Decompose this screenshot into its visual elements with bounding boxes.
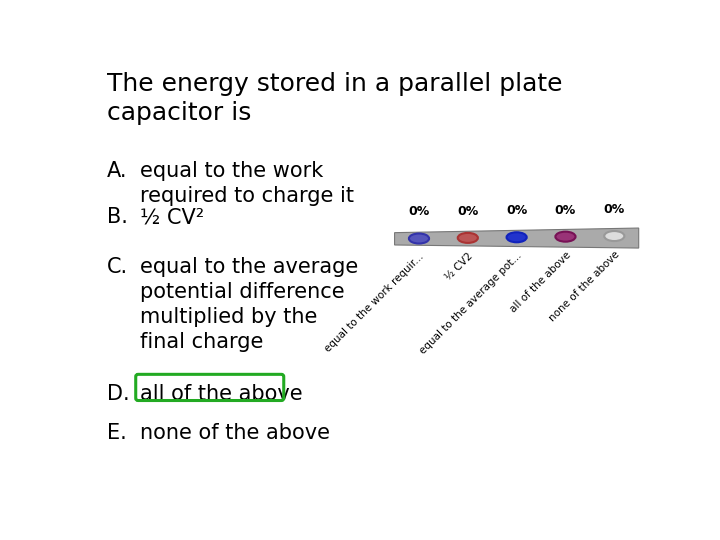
Text: C.: C. [107,257,128,278]
Ellipse shape [409,233,429,244]
Ellipse shape [604,231,624,241]
Ellipse shape [458,233,478,243]
Text: none of the above: none of the above [547,250,621,324]
Text: equal to the average
potential difference
multiplied by the
final charge: equal to the average potential differenc… [140,257,359,352]
Text: The energy stored in a parallel plate
capacitor is: The energy stored in a parallel plate ca… [107,72,562,125]
Text: none of the above: none of the above [140,423,330,443]
Text: B.: B. [107,207,128,227]
Text: A.: A. [107,161,127,181]
Text: 0%: 0% [603,203,625,216]
Text: equal to the average pot...: equal to the average pot... [418,251,523,356]
Ellipse shape [555,232,575,242]
Ellipse shape [507,232,527,242]
Text: 0%: 0% [506,204,527,217]
Text: equal to the work requir...: equal to the work requir... [323,251,426,354]
Text: all of the above: all of the above [140,384,303,404]
Text: ½ CV²: ½ CV² [140,207,204,227]
Polygon shape [395,228,639,248]
Text: D.: D. [107,384,130,404]
Text: 0%: 0% [555,204,576,217]
Text: all of the above: all of the above [508,250,572,315]
Text: E.: E. [107,423,127,443]
Text: ½ CV2: ½ CV2 [444,251,475,282]
Text: 0%: 0% [408,206,430,219]
Text: equal to the work
required to charge it: equal to the work required to charge it [140,161,354,206]
Text: 0%: 0% [457,205,478,218]
